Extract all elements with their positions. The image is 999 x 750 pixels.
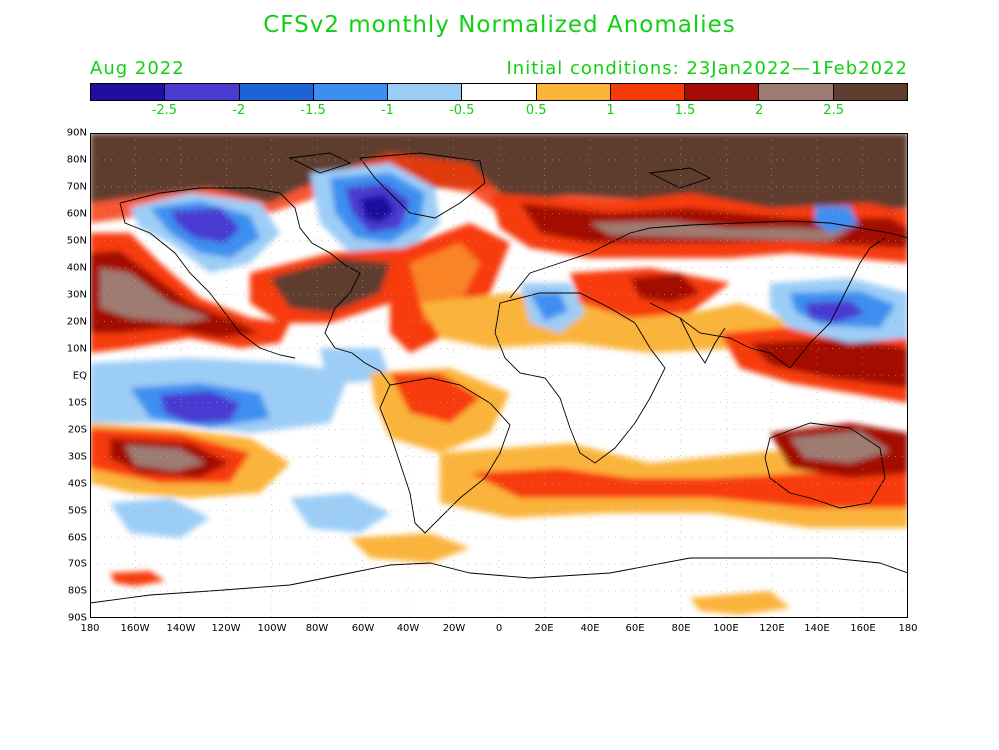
lat-label: 30S <box>67 451 87 463</box>
legend-label: -1.5 <box>300 103 326 118</box>
legend-label: 1 <box>606 103 615 118</box>
chart-title: CFSv2 monthly Normalized Anomalies <box>263 12 736 38</box>
lat-label: 40N <box>66 262 87 274</box>
coastlines <box>90 152 908 604</box>
legend-swatch-1 <box>91 84 166 100</box>
legend-label: 2.5 <box>823 103 844 118</box>
lon-label: 180 <box>80 623 100 634</box>
lon-label: 100E <box>713 623 739 634</box>
lon-label: 140E <box>804 623 830 634</box>
lon-label: 60W <box>351 623 375 634</box>
lat-label: 10S <box>67 397 87 409</box>
legend-label: 2 <box>755 103 764 118</box>
legend-swatch-11 <box>833 84 907 100</box>
lat-label: 50N <box>66 235 87 247</box>
lat-label: 90S <box>67 612 87 624</box>
lon-label: 160E <box>850 623 876 634</box>
color-legend-bar <box>90 83 908 101</box>
lon-label: 80E <box>671 623 691 634</box>
lon-label: 20E <box>534 623 554 634</box>
lon-label: 140W <box>166 623 196 634</box>
lon-label: 0 <box>495 623 503 634</box>
valid-month: Aug 2022 <box>90 58 185 79</box>
lat-label: 20N <box>66 316 87 328</box>
legend-swatch-9 <box>685 84 760 100</box>
lat-label: 60N <box>66 208 87 220</box>
anomaly-field <box>90 133 908 615</box>
legend-label: 1.5 <box>674 103 696 118</box>
legend-swatch-3 <box>239 84 314 100</box>
lat-label: 30N <box>66 289 87 301</box>
legend-label: 0.5 <box>525 103 547 118</box>
lon-label: 80W <box>305 623 329 634</box>
lat-label: 90N <box>66 127 87 139</box>
lon-label: 120W <box>211 623 241 634</box>
lon-label: 40W <box>396 623 420 634</box>
legend-swatch-5 <box>388 84 463 100</box>
legend-swatch-4 <box>313 84 389 100</box>
legend-swatch-8 <box>610 84 686 100</box>
lat-label: 80N <box>66 154 87 166</box>
lon-label: 40E <box>580 623 600 634</box>
legend-label: -2.5 <box>151 103 178 118</box>
map-frame <box>90 133 908 618</box>
legend-swatch-10 <box>759 84 834 100</box>
lat-label: 70S <box>67 558 87 570</box>
lon-label: 100W <box>257 623 287 634</box>
color-legend-labels: -2.5 -2 -1.5 -1 -0.5 0.5 1 1.5 2 2.5 <box>90 103 908 121</box>
legend-label: -1 <box>380 103 394 118</box>
anomaly-map <box>90 133 908 618</box>
lon-label: 160W <box>120 623 150 634</box>
lon-label: 20W <box>442 623 466 634</box>
lat-label: 50S <box>67 505 87 517</box>
legend-label: -0.5 <box>449 103 475 118</box>
map-canvas <box>90 133 908 618</box>
lon-label: 60E <box>625 623 645 634</box>
legend-label: -2 <box>232 103 246 118</box>
legend-swatch-2 <box>165 84 240 100</box>
lat-label: 60S <box>67 532 87 544</box>
lat-label: 40S <box>67 478 87 490</box>
lat-label: 70N <box>66 181 87 193</box>
lat-label: 20S <box>67 424 87 436</box>
legend-swatch-7 <box>536 84 611 100</box>
lon-label: 180 <box>898 623 918 634</box>
lon-label: 120E <box>759 623 785 634</box>
lat-label: EQ <box>72 370 87 382</box>
lat-label: 10N <box>66 343 87 355</box>
lat-label: 80S <box>67 585 87 597</box>
initial-conditions: Initial conditions: 23Jan2022—1Feb2022 <box>506 58 908 79</box>
legend-swatch-6 <box>462 84 537 100</box>
